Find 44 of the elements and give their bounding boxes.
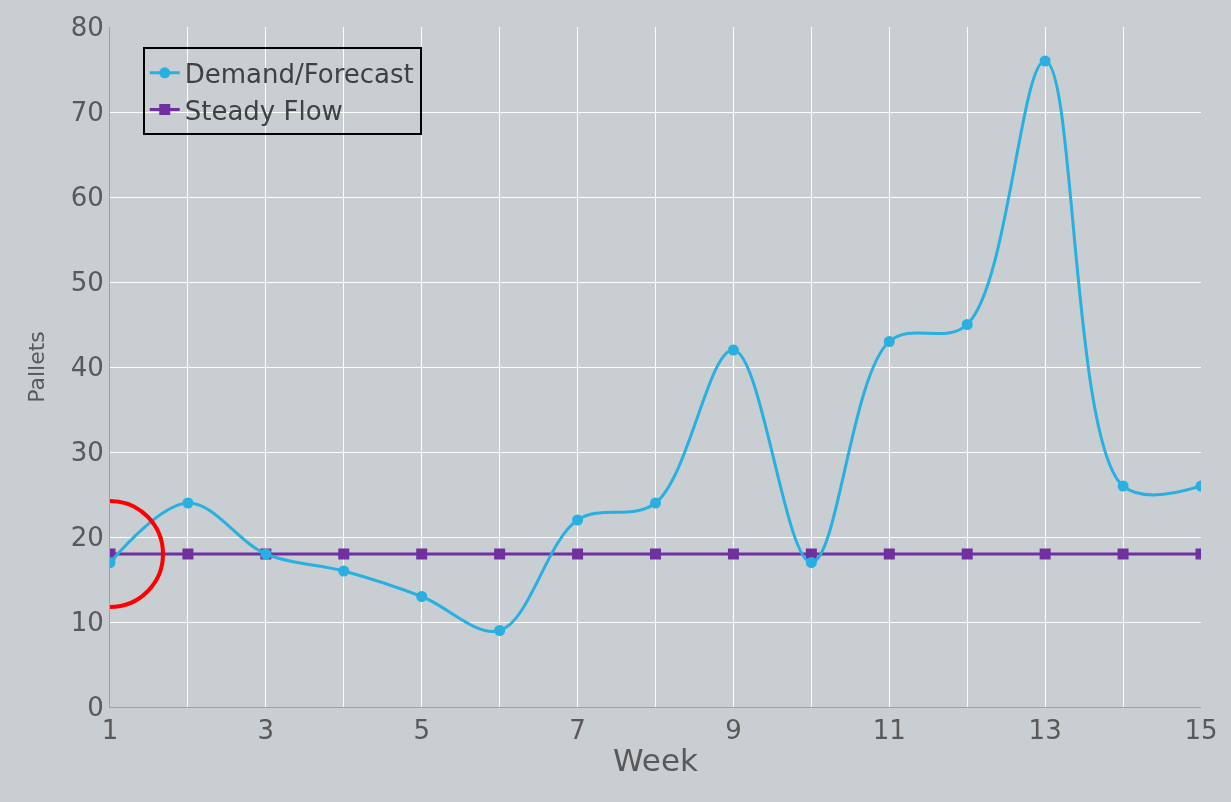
point (1117, 548, 1129, 560)
point (650, 497, 661, 509)
point (961, 319, 973, 330)
y-tick-label: 0 (87, 692, 104, 723)
legend-label: Demand/Forecast (184, 58, 414, 89)
point (727, 548, 739, 560)
point (883, 548, 895, 560)
point (1039, 55, 1051, 67)
x-axis-title: Week (613, 742, 699, 779)
y-tick-label: 80 (70, 12, 104, 43)
y-tick-label: 60 (70, 182, 104, 213)
x-tick-label: 7 (569, 715, 586, 746)
point (961, 548, 973, 560)
point (182, 548, 194, 560)
point (1117, 480, 1129, 492)
y-tick-label: 70 (70, 97, 104, 128)
y-tick-label: 10 (70, 607, 104, 638)
point (338, 548, 350, 560)
point (572, 514, 584, 526)
y-tick-label: 20 (70, 522, 104, 553)
point (727, 344, 739, 356)
x-tick-label: 13 (1028, 715, 1062, 746)
x-tick-label: 5 (413, 715, 430, 746)
point (572, 548, 584, 560)
y-tick-label: 50 (70, 267, 104, 298)
point (883, 336, 895, 347)
x-tick-label: 1 (101, 715, 119, 746)
point (494, 548, 506, 560)
point (182, 497, 194, 509)
point (416, 548, 428, 560)
point (650, 548, 661, 560)
legend-label: Steady Flow (184, 95, 343, 126)
x-tick-label: 11 (872, 715, 906, 746)
point (416, 591, 428, 602)
x-tick-label: 15 (1184, 715, 1218, 746)
point (494, 625, 506, 636)
point (1039, 548, 1051, 560)
y-tick-label: 40 (70, 352, 104, 383)
point (805, 557, 817, 568)
y-axis-title: Pallets (23, 331, 49, 403)
y-tick-label: 30 (70, 437, 104, 468)
x-tick-label: 3 (257, 715, 275, 746)
x-tick-label: 9 (725, 715, 742, 746)
point (338, 565, 350, 577)
